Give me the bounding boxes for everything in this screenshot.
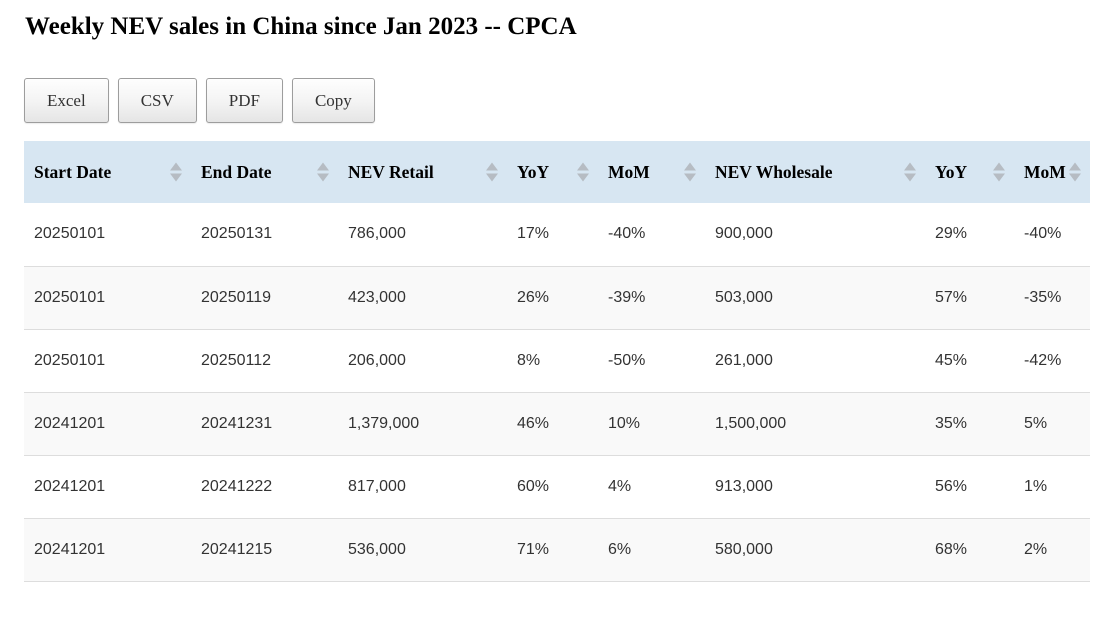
column-header-retail-yoy[interactable]: YoY: [507, 141, 598, 203]
cell-start-date: 20250101: [34, 225, 106, 243]
cell-end-date: 20241222: [191, 454, 338, 518]
column-header-start-date[interactable]: Start Date: [24, 141, 191, 203]
cell-start-date: 20250101: [24, 328, 191, 392]
excel-button[interactable]: Excel: [24, 78, 109, 123]
export-toolbar: Excel CSV PDF Copy: [24, 78, 1089, 123]
cell-retail-mom: -39%: [598, 265, 705, 329]
column-header-wholesale-yoy[interactable]: YoY: [925, 141, 1014, 203]
cell-start-date: 20241201: [24, 454, 191, 518]
cell-wholesale-mom: 1%: [1014, 454, 1090, 518]
column-header-label: MoM: [608, 161, 650, 182]
cell-wholesale-mom: 5%: [1014, 391, 1090, 455]
table-row: 20250101 20250131 786,000 17% -40% 900,0…: [24, 203, 1090, 266]
column-header-retail-mom[interactable]: MoM: [598, 141, 705, 203]
csv-button[interactable]: CSV: [117, 78, 197, 123]
cell-wholesale-yoy: 29%: [935, 225, 968, 243]
copy-button[interactable]: Copy: [291, 78, 375, 123]
sort-icon: [993, 162, 1005, 182]
cell-wholesale-mom: -42%: [1014, 328, 1090, 392]
pdf-button[interactable]: PDF: [205, 78, 283, 123]
cell-end-date: 20241215: [191, 517, 338, 581]
cell-start-date: 20241201: [24, 391, 191, 455]
cell-retail-mom: 4%: [598, 454, 705, 518]
table-row-partial: [24, 580, 1090, 644]
table-header-row: Start Date End Date NEV Retail YoY MoM N…: [24, 141, 1090, 203]
cell-wholesale-yoy: 56%: [925, 454, 1014, 518]
cell-wholesale-mom: -35%: [1014, 265, 1090, 329]
table-row: 20250101 20250119 423,000 26% -39% 503,0…: [24, 265, 1090, 329]
cell-retail-yoy: 71%: [507, 517, 598, 581]
cell-nev-retail: 206,000: [338, 328, 507, 392]
column-header-label: NEV Retail: [348, 161, 434, 182]
cell-nev-retail: 817,000: [338, 454, 507, 518]
cell-wholesale-yoy: 68%: [925, 517, 1014, 581]
nev-sales-table: Start Date End Date NEV Retail YoY MoM N…: [24, 141, 1090, 644]
cell-nev-retail: 536,000: [338, 517, 507, 581]
cell-nev-wholesale: 900,000: [715, 225, 773, 243]
cell-start-date: 20241201: [24, 517, 191, 581]
column-header-wholesale-mom[interactable]: MoM: [1014, 141, 1090, 203]
cell-retail-yoy: 8%: [507, 328, 598, 392]
cell-end-date: 20250131: [201, 225, 273, 243]
cell-wholesale-mom: -40%: [1024, 225, 1062, 243]
cell-end-date: 20241231: [191, 391, 338, 455]
cell-nev-wholesale: 1,500,000: [705, 391, 925, 455]
cell-retail-mom: 6%: [598, 517, 705, 581]
cell-retail-yoy: 26%: [507, 265, 598, 329]
sort-icon: [684, 162, 696, 182]
column-header-label: End Date: [201, 161, 272, 182]
cell-retail-mom: -50%: [598, 328, 705, 392]
cell-end-date: 20250119: [191, 265, 338, 329]
table-row: 20241201 20241215 536,000 71% 6% 580,000…: [24, 517, 1090, 581]
cell-retail-mom: 10%: [598, 391, 705, 455]
sort-icon: [170, 162, 182, 182]
cell-wholesale-yoy: 57%: [925, 265, 1014, 329]
cell-retail-yoy: 60%: [507, 454, 598, 518]
column-header-nev-wholesale[interactable]: NEV Wholesale: [705, 141, 925, 203]
cell-retail-yoy: 17%: [517, 225, 550, 243]
sort-icon: [1069, 162, 1081, 182]
cell-nev-wholesale: 913,000: [705, 454, 925, 518]
table-row: 20241201 20241222 817,000 60% 4% 913,000…: [24, 454, 1090, 518]
cell-start-date: 20250101: [24, 265, 191, 329]
cell-nev-retail: 1,379,000: [338, 391, 507, 455]
column-header-label: YoY: [935, 161, 968, 182]
column-header-label: NEV Wholesale: [715, 161, 833, 182]
cell-retail-mom: -40%: [608, 225, 646, 243]
cell-wholesale-mom: 2%: [1014, 517, 1090, 581]
table-row: 20241201 20241231 1,379,000 46% 10% 1,50…: [24, 391, 1090, 455]
column-header-end-date[interactable]: End Date: [191, 141, 338, 203]
sort-icon: [577, 162, 589, 182]
cell-nev-wholesale: 503,000: [705, 265, 925, 329]
cell-retail-yoy: 46%: [507, 391, 598, 455]
sort-icon: [486, 162, 498, 182]
cell-nev-retail: 786,000: [348, 225, 406, 243]
sort-icon: [317, 162, 329, 182]
cell-nev-wholesale: 580,000: [705, 517, 925, 581]
column-header-label: YoY: [517, 161, 550, 182]
cell-nev-wholesale: 261,000: [705, 328, 925, 392]
column-header-label: Start Date: [34, 161, 112, 182]
page-title: Weekly NEV sales in China since Jan 2023…: [25, 13, 577, 40]
table-row: 20250101 20250112 206,000 8% -50% 261,00…: [24, 328, 1090, 392]
sort-icon: [904, 162, 916, 182]
column-header-label: MoM: [1024, 161, 1066, 182]
cell-nev-retail: 423,000: [338, 265, 507, 329]
cell-wholesale-yoy: 35%: [925, 391, 1014, 455]
cell-end-date: 20250112: [191, 328, 338, 392]
column-header-nev-retail[interactable]: NEV Retail: [338, 141, 507, 203]
cell-wholesale-yoy: 45%: [925, 328, 1014, 392]
